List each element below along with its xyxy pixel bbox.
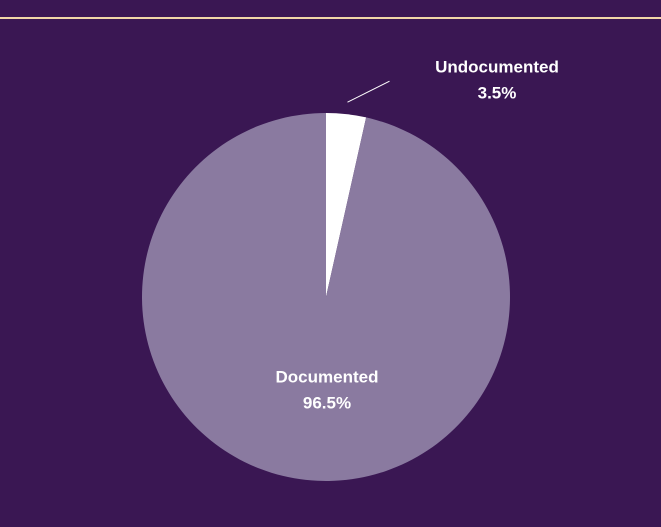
pie-slice (326, 113, 367, 297)
slice-label: Documented (276, 367, 379, 386)
slice-value-label: 96.5% (303, 393, 351, 412)
slice-label: Undocumented (435, 57, 559, 76)
slice-value-label: 3.5% (478, 83, 517, 102)
leader-line (347, 80, 390, 103)
pie-slice (142, 113, 511, 481)
